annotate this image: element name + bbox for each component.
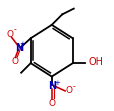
Text: OH: OH [87, 57, 102, 67]
Text: +: + [54, 80, 59, 86]
Text: O: O [12, 57, 19, 66]
Text: O: O [48, 99, 55, 108]
Text: +: + [19, 42, 25, 48]
Text: O: O [6, 30, 13, 39]
Text: -: - [72, 83, 75, 92]
Text: N: N [47, 81, 55, 91]
Text: -: - [14, 25, 17, 34]
Text: O: O [65, 86, 72, 95]
Text: N: N [15, 43, 23, 53]
